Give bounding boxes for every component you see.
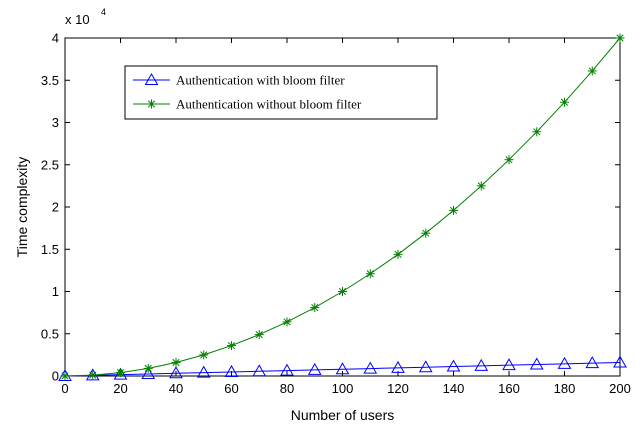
data-point bbox=[143, 363, 153, 373]
y-tick-label: 3.5 bbox=[41, 73, 59, 88]
x-tick-label: 80 bbox=[280, 381, 294, 396]
data-point bbox=[393, 249, 403, 259]
y-multiplier-base: x 10 bbox=[65, 12, 90, 27]
data-point bbox=[421, 228, 431, 238]
y-tick-label: 3 bbox=[52, 115, 59, 130]
y-axis-multiplier: x 10 4 bbox=[65, 7, 106, 27]
data-point bbox=[169, 366, 183, 379]
series-layer bbox=[58, 33, 627, 381]
data-point bbox=[252, 364, 267, 377]
data-point bbox=[196, 365, 211, 378]
x-tick-label: 0 bbox=[61, 381, 68, 396]
data-point bbox=[88, 370, 98, 380]
x-tick-label: 200 bbox=[609, 381, 631, 396]
x-tick-label: 140 bbox=[443, 381, 465, 396]
legend-box bbox=[124, 65, 438, 120]
y-axis-ticks: 0 0.5 1 1.5 2 2.5 3 3.5 4 bbox=[41, 31, 620, 384]
series-2 bbox=[60, 33, 625, 381]
x-tick-label: 20 bbox=[113, 381, 127, 396]
legend-entry-1: Authentication with bloom filter bbox=[133, 73, 345, 88]
data-point bbox=[335, 362, 350, 375]
data-point bbox=[449, 205, 458, 215]
series-1 bbox=[58, 355, 627, 381]
data-point bbox=[613, 355, 627, 368]
y-tick-label: 2 bbox=[52, 200, 59, 215]
y-tick-label: 0.5 bbox=[41, 326, 59, 341]
legend-label: Authentication with bloom filter bbox=[176, 73, 345, 88]
data-point bbox=[532, 127, 542, 137]
data-point bbox=[418, 360, 433, 373]
x-tick-label: 40 bbox=[169, 381, 183, 396]
y-tick-label: 1.5 bbox=[41, 242, 59, 257]
x-tick-label: 60 bbox=[224, 381, 238, 396]
data-point bbox=[116, 368, 125, 378]
data-point bbox=[227, 341, 236, 351]
data-point bbox=[113, 367, 128, 380]
data-point bbox=[504, 155, 514, 165]
legend-marker bbox=[147, 99, 156, 109]
data-point bbox=[224, 364, 239, 377]
data-point bbox=[557, 356, 572, 369]
series-line bbox=[64, 361, 621, 377]
data-point bbox=[446, 359, 461, 372]
data-point bbox=[307, 362, 322, 375]
data-point bbox=[254, 330, 264, 340]
x-tick-label: 180 bbox=[554, 381, 576, 396]
legend-entry-2: Authentication without bloom filter bbox=[133, 97, 362, 112]
data-point bbox=[141, 366, 156, 379]
data-point bbox=[476, 181, 486, 191]
data-point bbox=[282, 317, 292, 327]
data-point bbox=[310, 303, 320, 313]
data-point bbox=[529, 357, 544, 370]
y-tick-label: 4 bbox=[52, 31, 59, 46]
y-tick-label: 0 bbox=[52, 369, 59, 384]
y-tick-label: 2.5 bbox=[41, 157, 59, 172]
y-tick-label: 1 bbox=[52, 284, 59, 299]
y-axis-title: Time complexity bbox=[14, 157, 30, 258]
data-point bbox=[560, 97, 569, 107]
data-point bbox=[60, 371, 70, 381]
data-point bbox=[502, 358, 516, 371]
data-point bbox=[365, 269, 375, 279]
data-point bbox=[587, 66, 597, 76]
data-point bbox=[585, 356, 600, 369]
legend-label: Authentication without bloom filter bbox=[176, 97, 362, 112]
data-point bbox=[280, 363, 294, 376]
x-tick-label: 120 bbox=[387, 381, 409, 396]
data-point bbox=[363, 361, 378, 374]
x-tick-label: 160 bbox=[498, 381, 520, 396]
data-point bbox=[338, 287, 347, 296]
x-tick-label: 100 bbox=[332, 381, 354, 396]
data-point bbox=[615, 33, 625, 43]
legend-marker bbox=[144, 72, 159, 85]
x-axis-title: Number of users bbox=[291, 407, 394, 423]
data-point bbox=[171, 357, 181, 367]
legend: Authentication with bloom filter Authenti… bbox=[124, 65, 438, 120]
y-multiplier-exponent: 4 bbox=[101, 7, 106, 17]
data-point bbox=[199, 350, 209, 360]
data-point bbox=[391, 360, 405, 373]
data-point bbox=[474, 358, 489, 371]
